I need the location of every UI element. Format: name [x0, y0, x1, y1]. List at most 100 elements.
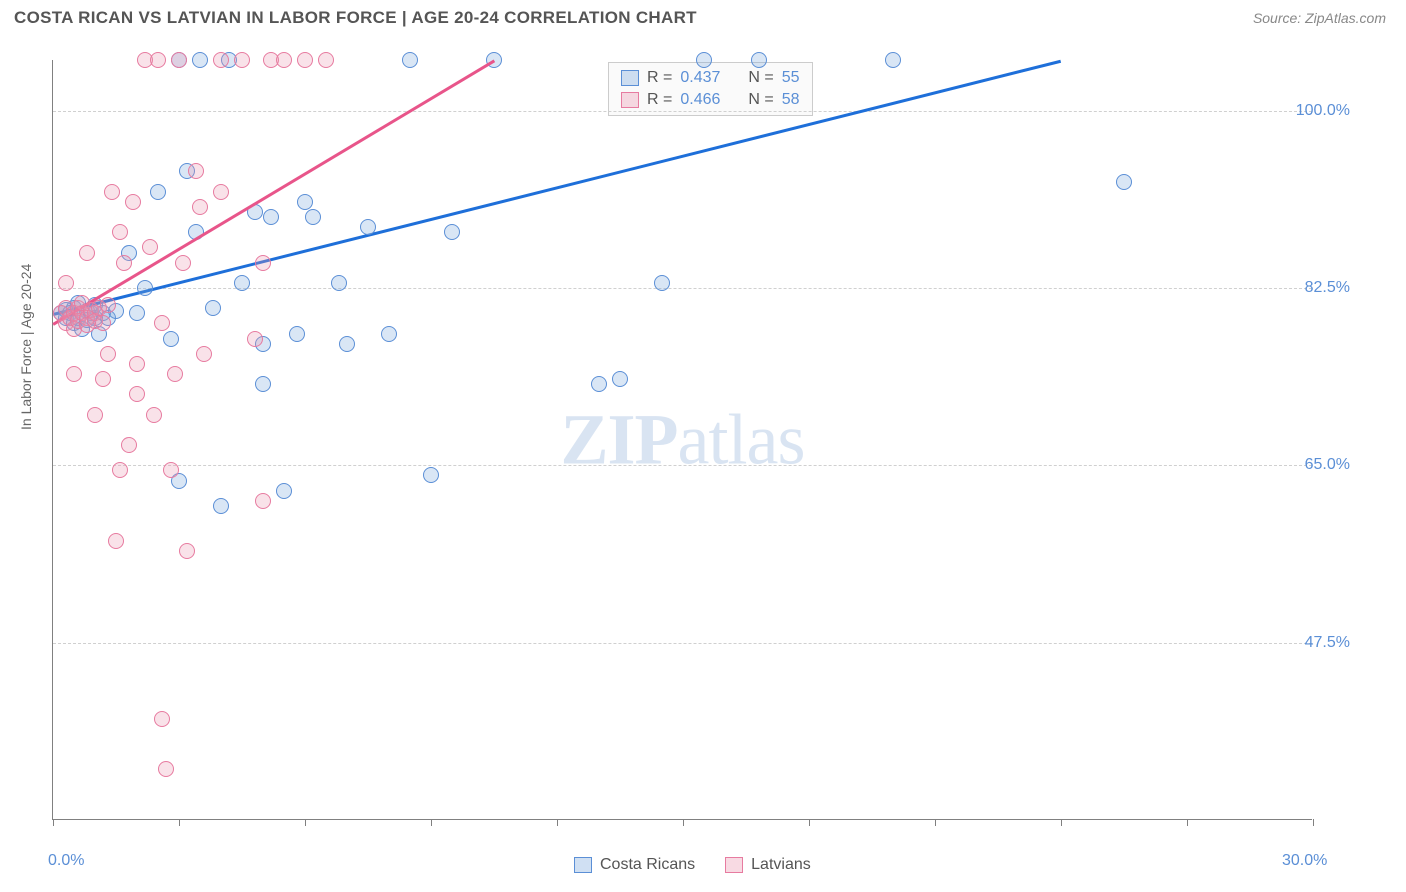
data-point — [305, 209, 321, 225]
x-tick — [1061, 819, 1062, 826]
data-point — [137, 280, 153, 296]
data-point — [289, 326, 305, 342]
gridline — [53, 111, 1312, 112]
data-point — [381, 326, 397, 342]
legend-row: R =0.437N =55 — [621, 67, 800, 89]
correlation-legend: R =0.437N =55R =0.466N =58 — [608, 62, 813, 116]
data-point — [1116, 174, 1132, 190]
data-point — [150, 52, 166, 68]
data-point — [331, 275, 347, 291]
x-tick — [305, 819, 306, 826]
data-point — [121, 437, 137, 453]
x-tick — [1187, 819, 1188, 826]
data-point — [247, 331, 263, 347]
data-point — [95, 371, 111, 387]
data-point — [234, 52, 250, 68]
y-tick-label: 100.0% — [1296, 102, 1350, 120]
y-tick-label: 47.5% — [1305, 634, 1350, 652]
legend-n-label: N = — [748, 91, 773, 109]
data-point — [167, 366, 183, 382]
data-point — [255, 493, 271, 509]
data-point — [87, 407, 103, 423]
data-point — [142, 239, 158, 255]
data-point — [171, 52, 187, 68]
legend-r-value: 0.466 — [680, 91, 720, 109]
data-point — [146, 407, 162, 423]
data-point — [213, 52, 229, 68]
data-point — [163, 462, 179, 478]
data-point — [112, 224, 128, 240]
x-tick — [809, 819, 810, 826]
gridline — [53, 643, 1312, 644]
legend-n-value: 55 — [782, 69, 800, 87]
legend-swatch — [725, 857, 743, 873]
data-point — [108, 533, 124, 549]
data-point — [276, 483, 292, 499]
legend-r-value: 0.437 — [680, 69, 720, 87]
y-axis-label: In Labor Force | Age 20-24 — [18, 264, 34, 430]
data-point — [116, 255, 132, 271]
data-point — [112, 462, 128, 478]
data-point — [179, 543, 195, 559]
data-point — [255, 376, 271, 392]
x-tick — [935, 819, 936, 826]
data-point — [205, 300, 221, 316]
data-point — [654, 275, 670, 291]
data-point — [255, 255, 271, 271]
data-point — [129, 356, 145, 372]
data-point — [154, 711, 170, 727]
x-tick — [557, 819, 558, 826]
legend-r-label: R = — [647, 91, 672, 109]
legend-label: Costa Ricans — [600, 856, 695, 874]
legend-label: Latvians — [751, 856, 811, 874]
data-point — [612, 371, 628, 387]
data-point — [591, 376, 607, 392]
legend-swatch — [621, 70, 639, 86]
data-point — [129, 386, 145, 402]
data-point — [100, 297, 116, 313]
y-tick-label: 82.5% — [1305, 279, 1350, 297]
legend-swatch — [574, 857, 592, 873]
data-point — [276, 52, 292, 68]
legend-n-value: 58 — [782, 91, 800, 109]
legend-item: Latvians — [725, 856, 811, 874]
source-attribution: Source: ZipAtlas.com — [1253, 10, 1386, 26]
data-point — [58, 275, 74, 291]
x-tick — [53, 819, 54, 826]
data-point — [360, 219, 376, 235]
chart-title: COSTA RICAN VS LATVIAN IN LABOR FORCE | … — [14, 8, 697, 28]
series-legend: Costa Ricans Latvians — [574, 856, 811, 874]
plot-area: ZIPatlas R =0.437N =55R =0.466N =58 — [52, 60, 1312, 820]
data-point — [339, 336, 355, 352]
data-point — [100, 346, 116, 362]
legend-item: Costa Ricans — [574, 856, 695, 874]
legend-n-label: N = — [748, 69, 773, 87]
data-point — [751, 52, 767, 68]
x-tick-label: 0.0% — [48, 852, 84, 870]
x-tick — [431, 819, 432, 826]
legend-swatch — [621, 92, 639, 108]
data-point — [150, 184, 166, 200]
data-point — [885, 52, 901, 68]
data-point — [154, 315, 170, 331]
data-point — [66, 366, 82, 382]
data-point — [95, 315, 111, 331]
data-point — [297, 52, 313, 68]
data-point — [129, 305, 145, 321]
data-point — [104, 184, 120, 200]
data-point — [192, 52, 208, 68]
trend-line — [53, 60, 1062, 316]
x-tick — [683, 819, 684, 826]
data-point — [402, 52, 418, 68]
gridline — [53, 465, 1312, 466]
x-tick-label: 30.0% — [1282, 852, 1327, 870]
y-tick-label: 65.0% — [1305, 456, 1350, 474]
data-point — [213, 184, 229, 200]
data-point — [175, 255, 191, 271]
watermark: ZIPatlas — [561, 398, 805, 481]
data-point — [444, 224, 460, 240]
data-point — [696, 52, 712, 68]
data-point — [192, 199, 208, 215]
data-point — [297, 194, 313, 210]
data-point — [125, 194, 141, 210]
